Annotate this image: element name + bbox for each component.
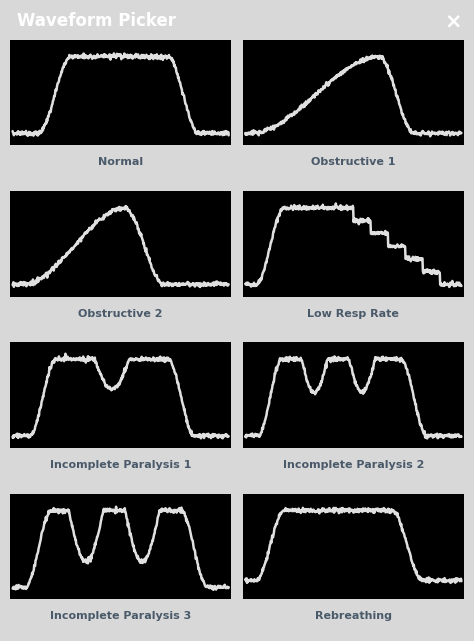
Text: Waveform Picker: Waveform Picker xyxy=(17,12,175,30)
Text: Incomplete Paralysis 3: Incomplete Paralysis 3 xyxy=(50,611,191,621)
Text: Incomplete Paralysis 2: Incomplete Paralysis 2 xyxy=(283,460,424,470)
Text: Obstructive 2: Obstructive 2 xyxy=(78,308,163,319)
Text: Obstructive 1: Obstructive 1 xyxy=(311,157,396,167)
Text: Incomplete Paralysis 1: Incomplete Paralysis 1 xyxy=(50,460,191,470)
Text: ×: × xyxy=(445,11,462,31)
Text: Rebreathing: Rebreathing xyxy=(315,611,392,621)
Text: Normal: Normal xyxy=(98,157,143,167)
Text: Low Resp Rate: Low Resp Rate xyxy=(308,308,399,319)
